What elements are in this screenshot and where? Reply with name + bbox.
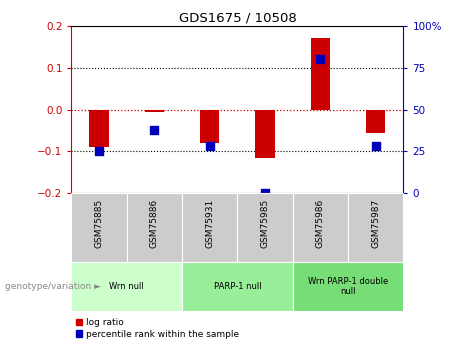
- Bar: [293, 262, 403, 310]
- Text: Wrn null: Wrn null: [109, 282, 144, 291]
- Bar: [89, 110, 109, 147]
- Text: GSM75987: GSM75987: [371, 199, 380, 248]
- Bar: [71, 193, 127, 262]
- Text: GSM75986: GSM75986: [316, 199, 325, 248]
- Bar: [311, 38, 330, 110]
- Bar: [182, 262, 293, 310]
- Point: [261, 190, 269, 196]
- Bar: [200, 110, 219, 143]
- Bar: [182, 193, 237, 262]
- Point: [317, 57, 324, 62]
- Bar: [71, 262, 182, 310]
- Point: [206, 144, 213, 149]
- Bar: [293, 193, 348, 262]
- Bar: [255, 110, 275, 158]
- Text: GSM75985: GSM75985: [260, 199, 270, 248]
- Text: PARP-1 null: PARP-1 null: [213, 282, 261, 291]
- Text: GSM75885: GSM75885: [95, 199, 104, 248]
- Text: Wrn PARP-1 double
null: Wrn PARP-1 double null: [308, 277, 388, 296]
- Text: genotype/variation ►: genotype/variation ►: [5, 282, 100, 291]
- Bar: [237, 193, 293, 262]
- Text: GSM75886: GSM75886: [150, 199, 159, 248]
- Point: [372, 144, 379, 149]
- Bar: [348, 193, 403, 262]
- Text: GSM75931: GSM75931: [205, 199, 214, 248]
- Bar: [127, 193, 182, 262]
- Title: GDS1675 / 10508: GDS1675 / 10508: [178, 12, 296, 25]
- Bar: [145, 110, 164, 112]
- Bar: [366, 110, 385, 132]
- Point: [151, 127, 158, 132]
- Point: [95, 149, 103, 154]
- Legend: log ratio, percentile rank within the sample: log ratio, percentile rank within the sa…: [76, 318, 239, 339]
